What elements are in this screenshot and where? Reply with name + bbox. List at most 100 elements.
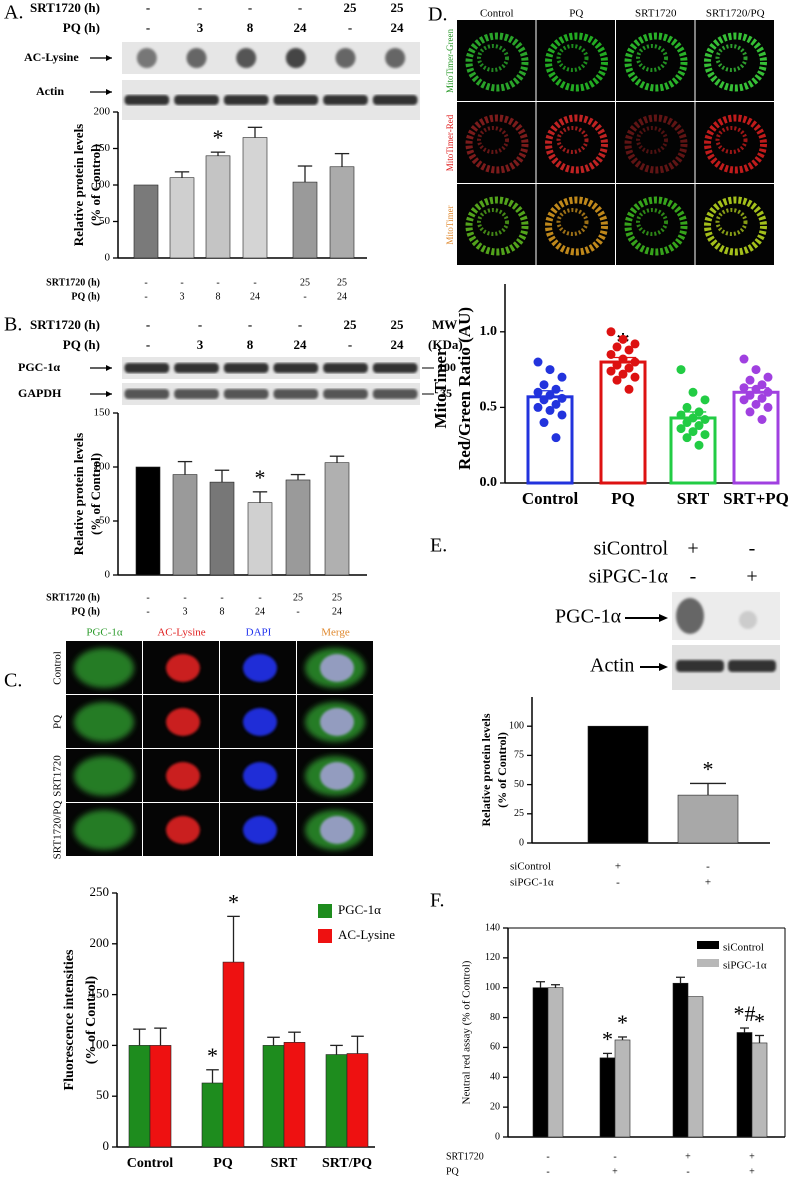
y-tick-label: 80: [490, 1012, 500, 1023]
data-point: [682, 433, 692, 443]
blot-strip: [122, 357, 420, 379]
row-value: -: [248, 0, 252, 15]
row-label: SRT1720/PQ: [52, 801, 64, 860]
blot-band: [273, 363, 319, 373]
bar: [128, 1045, 151, 1148]
blot-spot: [136, 48, 157, 68]
significance: *: [228, 889, 239, 914]
row-value: -: [706, 861, 710, 873]
bar: [172, 474, 198, 576]
blot-label: Actin: [590, 655, 634, 677]
y-tick-label: 100: [94, 461, 111, 473]
data-point: [539, 395, 549, 405]
bar: [547, 987, 564, 1138]
row-value: -: [749, 538, 756, 560]
mito-network: [715, 208, 748, 236]
data-point: [700, 430, 710, 440]
y-tick-label: 0: [105, 569, 111, 581]
row-value: -: [348, 20, 352, 35]
row-value: -: [303, 291, 306, 302]
mito-network: [636, 44, 668, 72]
blot-band: [323, 389, 368, 399]
data-point: [606, 349, 616, 359]
blot-spot: [739, 611, 757, 629]
mw-label: MW: [432, 317, 457, 332]
x-tick-label: SRT/PQ: [322, 1156, 372, 1171]
cell-body: [74, 756, 134, 796]
data-point: [545, 365, 555, 375]
row-value: +: [612, 1166, 618, 1177]
significance: *: [207, 1043, 218, 1068]
significance: *#: [734, 1001, 756, 1026]
y-tick-label: 0: [105, 252, 111, 264]
row-value: -: [686, 1166, 689, 1177]
row-value: -: [146, 20, 150, 35]
column-label: Control: [480, 8, 514, 20]
y-tick-label: 100: [509, 720, 524, 731]
y-axis-label: MitoTimer: [431, 348, 450, 428]
row-value: -: [146, 606, 149, 617]
y-tick-label: 50: [99, 515, 111, 527]
data-point: [612, 342, 622, 352]
blot-spot: [236, 48, 257, 68]
y-tick-label: 0: [519, 837, 524, 848]
row-value: -: [146, 0, 150, 15]
row-value: 24: [294, 20, 308, 35]
legend-label: AC-Lysine: [338, 927, 395, 942]
blot-strip: [122, 383, 420, 405]
blot-label: Actin: [36, 84, 64, 98]
mito-network: [715, 44, 748, 72]
data-point: [694, 407, 704, 417]
arrow-head: [106, 391, 112, 397]
data-point: [612, 360, 622, 370]
bar: [687, 996, 704, 1138]
significance: *: [602, 1026, 613, 1051]
legend-label: siPGC-1α: [723, 960, 767, 972]
mito-network: [477, 44, 509, 72]
row-label: SRT1720 (h): [30, 317, 100, 332]
row-value: -: [616, 877, 620, 889]
row-value: 3: [197, 20, 204, 35]
y-tick-label: 200: [90, 935, 110, 950]
legend-label: siControl: [723, 942, 764, 954]
row-label: PQ (h): [71, 606, 100, 617]
data-point: [676, 410, 686, 420]
nucleus: [320, 708, 354, 736]
column-label: SRT1720/PQ: [706, 8, 765, 20]
significance: *: [255, 465, 266, 490]
data-point: [745, 407, 755, 417]
bar: [133, 184, 159, 259]
y-axis-label: Red/Green Ratio (AU): [455, 307, 474, 470]
row-value: 3: [180, 291, 185, 302]
blot-spot: [676, 598, 704, 634]
row-label: PQ (h): [63, 20, 100, 35]
blot-band: [728, 660, 776, 672]
bar: [751, 1042, 768, 1138]
y-axis-label: Neutral red assay (% of Control): [461, 960, 473, 1104]
row-label: siControl: [594, 538, 669, 560]
row-label: siPGC-1α: [589, 566, 669, 588]
panel-letter: E.: [430, 535, 447, 557]
bar: [736, 1032, 753, 1138]
data-point: [751, 384, 761, 394]
y-tick-label: 20: [490, 1101, 500, 1112]
bar: [526, 395, 574, 485]
row-value: 8: [220, 606, 225, 617]
legend-swatch: [318, 929, 332, 943]
bar: [292, 181, 318, 259]
row-value: 24: [255, 606, 265, 617]
bar: [614, 1039, 631, 1138]
blot-spot: [285, 48, 306, 68]
blot-band: [124, 389, 170, 399]
bar: [325, 1054, 348, 1148]
data-point: [630, 357, 640, 367]
data-point: [700, 395, 710, 405]
y-tick-label: 1.0: [480, 324, 498, 339]
data-point: [618, 354, 628, 364]
data-point: [606, 327, 616, 337]
blot-spot: [186, 48, 207, 68]
row-value: 25: [293, 592, 303, 603]
row-value: 25: [337, 277, 347, 288]
row-value: -: [546, 1166, 549, 1177]
data-point: [676, 424, 686, 434]
